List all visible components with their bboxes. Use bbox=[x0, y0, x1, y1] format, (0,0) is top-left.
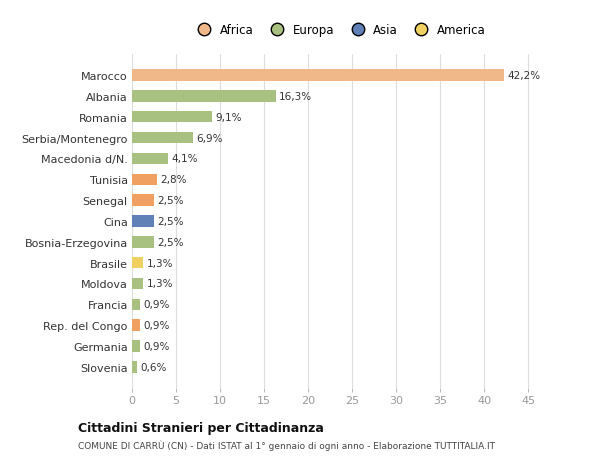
Bar bbox=[132, 112, 212, 123]
Text: 0,6%: 0,6% bbox=[141, 362, 167, 372]
Text: 1,3%: 1,3% bbox=[147, 279, 173, 289]
Bar bbox=[132, 299, 140, 310]
Bar bbox=[132, 91, 275, 102]
Bar bbox=[132, 236, 154, 248]
Text: 1,3%: 1,3% bbox=[147, 258, 173, 268]
Text: COMUNE DI CARRÙ (CN) - Dati ISTAT al 1° gennaio di ogni anno - Elaborazione TUTT: COMUNE DI CARRÙ (CN) - Dati ISTAT al 1° … bbox=[78, 439, 495, 450]
Bar bbox=[132, 133, 193, 144]
Text: 2,5%: 2,5% bbox=[158, 217, 184, 226]
Text: 42,2%: 42,2% bbox=[507, 71, 541, 81]
Text: 2,5%: 2,5% bbox=[158, 196, 184, 206]
Bar bbox=[132, 70, 504, 82]
Text: 0,9%: 0,9% bbox=[143, 341, 170, 351]
Bar bbox=[132, 320, 140, 331]
Text: 2,5%: 2,5% bbox=[158, 237, 184, 247]
Bar bbox=[132, 216, 154, 227]
Text: 0,9%: 0,9% bbox=[143, 320, 170, 330]
Text: 9,1%: 9,1% bbox=[215, 112, 242, 123]
Bar bbox=[132, 341, 140, 352]
Bar bbox=[132, 174, 157, 185]
Text: 0,9%: 0,9% bbox=[143, 300, 170, 310]
Bar bbox=[132, 361, 137, 373]
Legend: Africa, Europa, Asia, America: Africa, Europa, Asia, America bbox=[193, 24, 485, 37]
Text: 2,8%: 2,8% bbox=[160, 175, 187, 185]
Bar bbox=[132, 195, 154, 207]
Bar bbox=[132, 257, 143, 269]
Text: 4,1%: 4,1% bbox=[172, 154, 198, 164]
Bar bbox=[132, 278, 143, 290]
Text: Cittadini Stranieri per Cittadinanza: Cittadini Stranieri per Cittadinanza bbox=[78, 421, 324, 434]
Text: 16,3%: 16,3% bbox=[279, 92, 312, 102]
Text: 6,9%: 6,9% bbox=[196, 133, 223, 143]
Bar bbox=[132, 153, 168, 165]
